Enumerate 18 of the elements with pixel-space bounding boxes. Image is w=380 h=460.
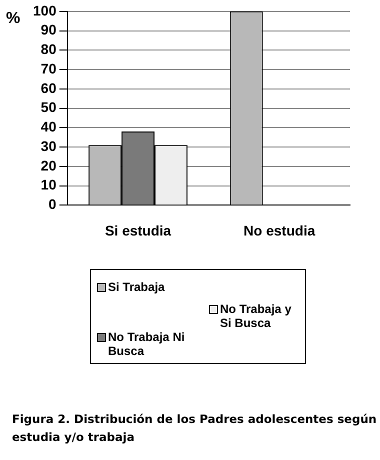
text: Figura 2. Distribución de los Padres adolescentes según estudia y/o trabaja	[12, 411, 377, 446]
y-tick-label: 60	[40, 80, 57, 96]
y-tick-label: 10	[40, 176, 57, 193]
y-tick-label: 30	[40, 138, 57, 154]
legend-label: Si Trabaja	[108, 280, 165, 294]
y-tick-label: 90	[40, 22, 57, 38]
y-tick-label: 20	[40, 157, 57, 174]
legend-label: No Trabaja Ni Busca	[108, 330, 186, 358]
x-tick-label: No estudia	[244, 222, 316, 238]
y-tick-label: 0	[48, 196, 57, 212]
y-tick-label: 80	[40, 41, 57, 58]
y-tick-label: 40	[40, 118, 57, 135]
y-tick-label: 100	[33, 2, 57, 18]
x-tick-label: Si estudia	[104, 222, 172, 238]
y-axis-title: %	[6, 10, 20, 28]
y-tick-label: 50	[40, 99, 57, 116]
y-tick-label: 70	[40, 60, 57, 76]
legend-label: No Trabaja y Si Busca	[220, 302, 292, 330]
